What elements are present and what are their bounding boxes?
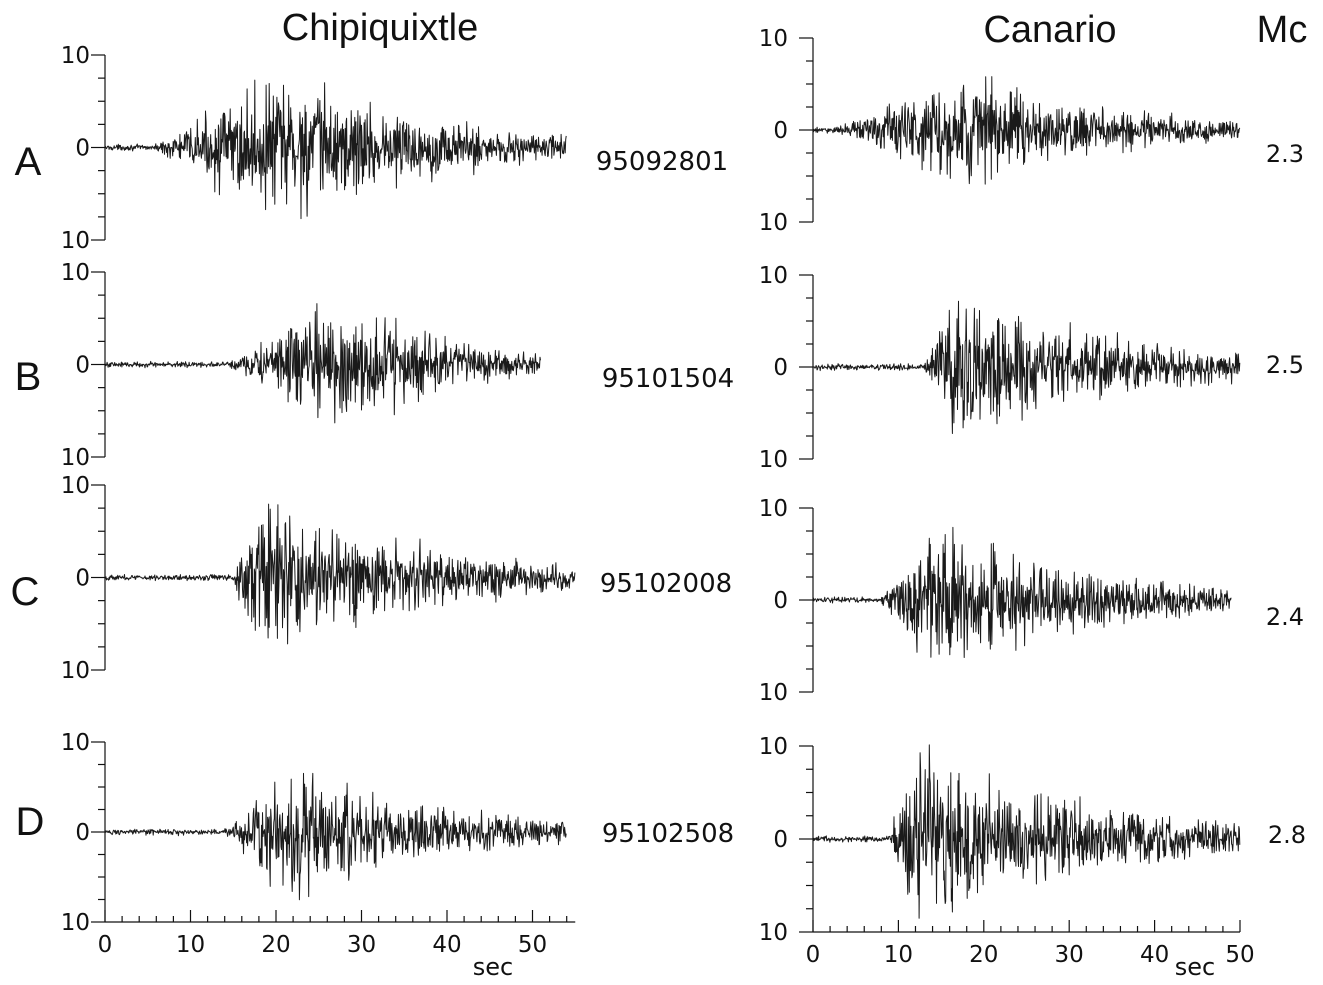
event-id-c: 95102008	[600, 569, 732, 599]
seismogram-trace-c-canario	[812, 526, 1232, 658]
magnitude-header: Mc	[1257, 9, 1308, 51]
row-label-a: A	[15, 140, 42, 184]
y-tick-label: 10	[61, 910, 90, 936]
magnitude-b: 2.5	[1266, 351, 1304, 379]
y-tick-label: 10	[759, 263, 788, 289]
x-tick-label: 0	[806, 942, 821, 968]
y-tick-label: 10	[759, 26, 788, 52]
seismogram-trace-d-chipiquixtle	[104, 772, 567, 901]
column-title-chipiquixtle: Chipiquixtle	[282, 7, 478, 49]
panel-c-canario: 10 0 10	[759, 496, 1232, 706]
row-label-c: C	[11, 570, 40, 614]
seismogram-trace-b-chipiquixtle	[104, 303, 541, 424]
y-tick-label: 10	[61, 658, 90, 684]
x-tick-label: 20	[969, 942, 998, 968]
y-tick-label: 10	[759, 734, 788, 760]
y-tick-label: 0	[773, 827, 788, 853]
x-unit-right: sec	[1175, 953, 1215, 981]
y-tick-label: 10	[61, 260, 90, 286]
x-tick-label: 40	[432, 932, 461, 958]
y-tick-label: 10	[759, 920, 788, 946]
x-tick-label: 10	[176, 932, 205, 958]
y-tick-label: 0	[773, 118, 788, 144]
column-title-canario: Canario	[983, 9, 1116, 51]
y-tick-label: 10	[759, 496, 788, 522]
x-tick-label: 40	[1140, 942, 1169, 968]
seismogram-trace-b-canario	[812, 300, 1241, 434]
x-tick-label: 50	[1225, 942, 1254, 968]
x-tick-label: 10	[884, 942, 913, 968]
y-tick-label: 0	[75, 566, 90, 592]
y-tick-label: 10	[61, 445, 90, 471]
event-id-d: 95102508	[602, 819, 734, 849]
event-id-b: 95101504	[602, 364, 734, 394]
seismogram-trace-a-chipiquixtle	[104, 79, 567, 220]
y-tick-label: 0	[75, 136, 90, 162]
seismogram-trace-c-chipiquixtle	[104, 503, 576, 645]
magnitude-a: 2.3	[1266, 140, 1304, 168]
seismogram-trace-d-canario	[812, 744, 1241, 919]
x-tick-label: 50	[518, 932, 547, 958]
y-tick-label: 10	[759, 210, 788, 236]
panel-b-canario: 10 0 10	[759, 263, 1241, 473]
panel-d-chipiquixtle: 10 0 10 0 10 20 30 40 50	[61, 730, 576, 958]
magnitude-d: 2.8	[1268, 821, 1306, 849]
seismogram-trace-a-canario	[812, 76, 1241, 185]
y-tick-label: 10	[759, 680, 788, 706]
y-tick-label: 0	[75, 820, 90, 846]
panel-b-chipiquixtle: 10 0 10	[61, 260, 541, 471]
row-label-b: B	[15, 355, 42, 399]
magnitude-c: 2.4	[1266, 603, 1304, 631]
x-tick-label: 20	[261, 932, 290, 958]
panel-a-chipiquixtle: 10 0 10	[61, 43, 567, 254]
event-id-a: 95092801	[596, 147, 728, 177]
y-tick-label: 0	[773, 588, 788, 614]
y-tick-label: 0	[773, 355, 788, 381]
y-tick-label: 10	[61, 43, 90, 69]
y-tick-label: 10	[759, 447, 788, 473]
x-tick-label: 30	[1055, 942, 1084, 968]
y-tick-label: 10	[61, 228, 90, 254]
y-tick-label: 10	[61, 730, 90, 756]
y-tick-label: 10	[61, 473, 90, 499]
panel-c-chipiquixtle: 10 0 10	[61, 473, 576, 684]
panel-a-canario: 10 0 10	[759, 26, 1241, 236]
x-tick-label: 30	[347, 932, 376, 958]
row-label-d: D	[16, 800, 45, 844]
x-tick-label: 0	[98, 932, 113, 958]
panel-d-canario: 10 0 10 0 10 20 30 40 50	[759, 734, 1255, 968]
y-tick-label: 0	[75, 353, 90, 379]
x-unit-left: sec	[473, 953, 513, 981]
